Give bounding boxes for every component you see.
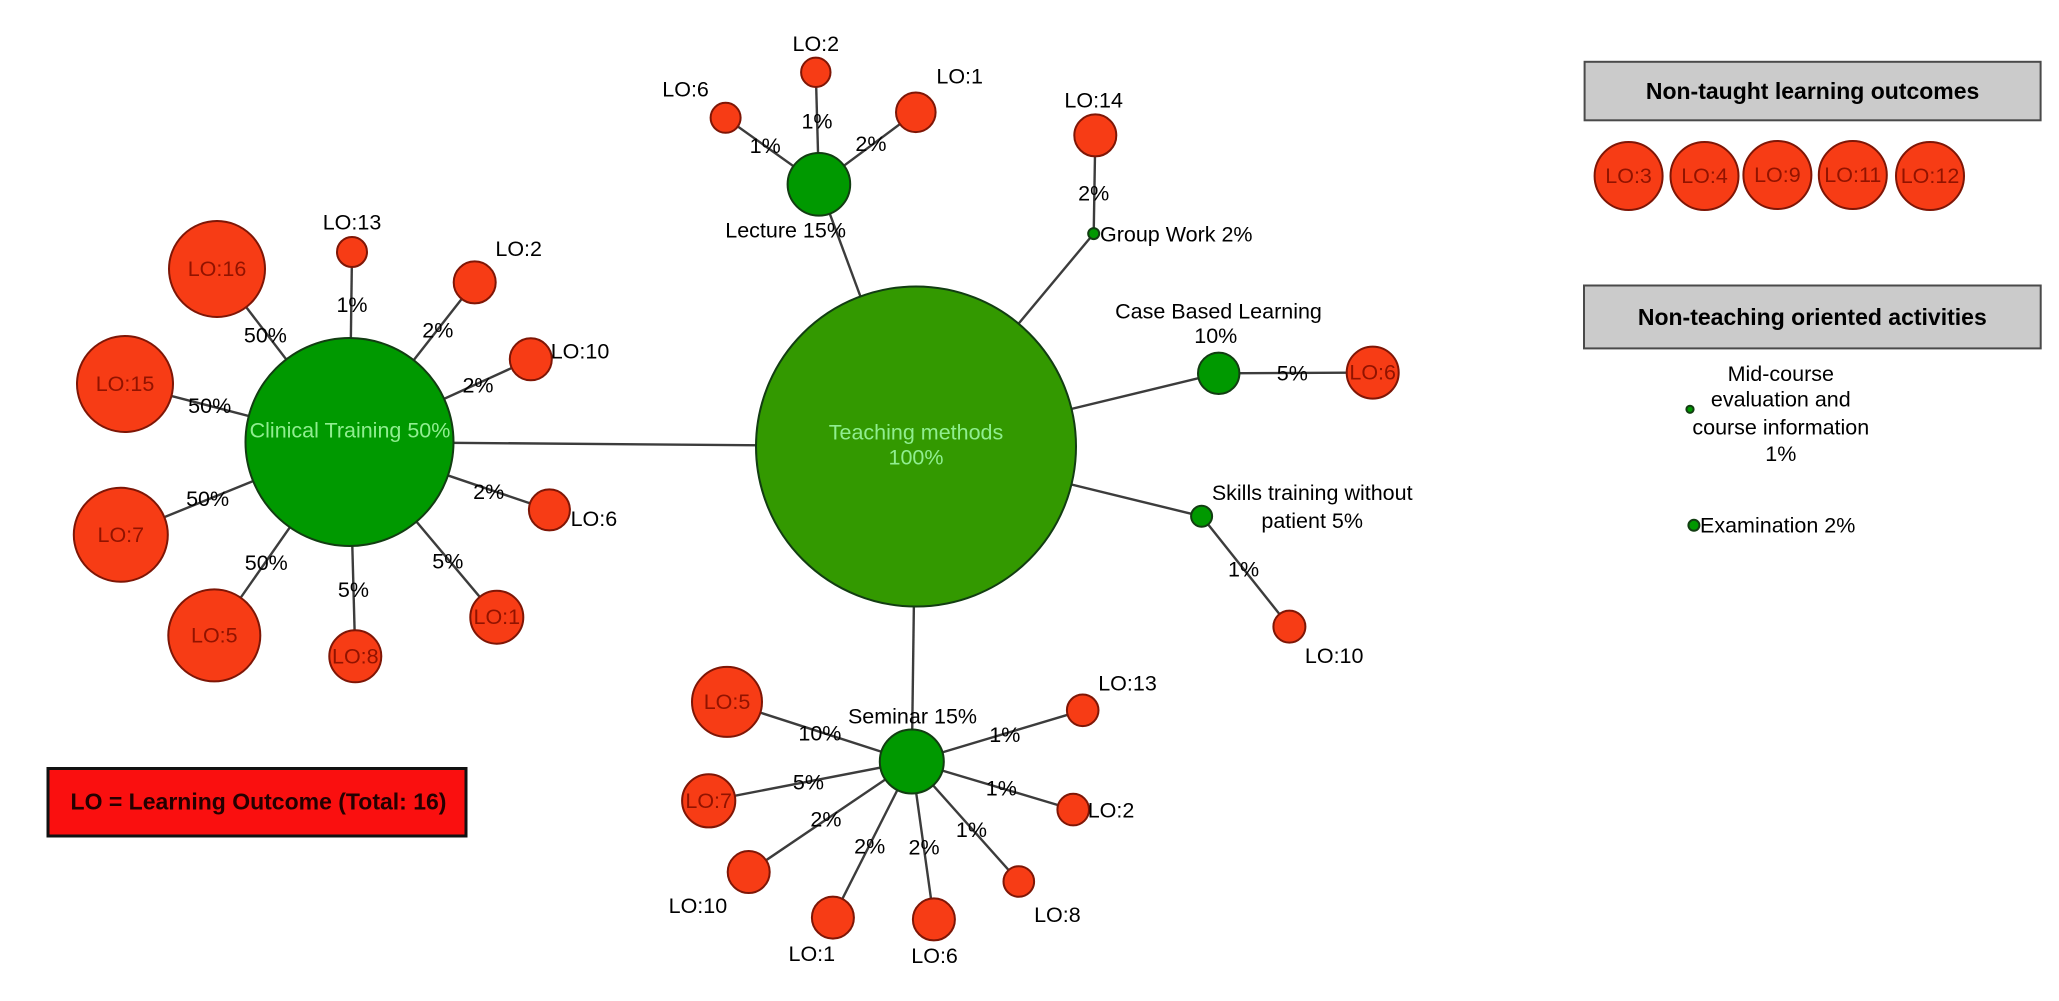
- svg-text:patient 5%: patient 5%: [1261, 509, 1363, 533]
- svg-text:2%: 2%: [854, 834, 885, 858]
- svg-text:50%: 50%: [188, 394, 231, 418]
- svg-text:LO:10: LO:10: [669, 894, 728, 918]
- svg-text:LO:11: LO:11: [1824, 163, 1881, 187]
- svg-text:LO:6: LO:6: [571, 507, 618, 531]
- svg-text:LO:15: LO:15: [96, 372, 155, 396]
- svg-text:LO = Learning Outcome (Total:: LO = Learning Outcome (Total: 16): [71, 789, 447, 815]
- svg-text:LO:1: LO:1: [788, 942, 835, 966]
- svg-text:LO:10: LO:10: [1305, 644, 1364, 668]
- svg-text:2%: 2%: [473, 480, 504, 504]
- svg-text:LO:1: LO:1: [936, 64, 983, 88]
- svg-text:LO:3: LO:3: [1605, 164, 1652, 188]
- svg-text:10%: 10%: [798, 722, 841, 746]
- svg-text:5%: 5%: [432, 549, 463, 573]
- svg-text:LO:2: LO:2: [792, 32, 839, 56]
- svg-text:LO:14: LO:14: [1064, 89, 1123, 113]
- svg-text:1%: 1%: [801, 110, 832, 134]
- svg-text:Clinical Training 50%: Clinical Training 50%: [250, 419, 451, 443]
- svg-text:Skills training without: Skills training without: [1212, 481, 1413, 505]
- svg-text:1%: 1%: [336, 293, 367, 317]
- svg-text:LO:8: LO:8: [332, 644, 379, 668]
- svg-text:LO:5: LO:5: [191, 623, 238, 647]
- svg-text:2%: 2%: [810, 807, 841, 831]
- svg-text:2%: 2%: [909, 836, 940, 860]
- svg-text:Group Work 2%: Group Work 2%: [1100, 222, 1253, 246]
- svg-text:LO:7: LO:7: [685, 789, 732, 813]
- svg-text:LO:16: LO:16: [188, 257, 247, 281]
- svg-text:1%: 1%: [1228, 558, 1259, 582]
- svg-text:10%: 10%: [1194, 324, 1237, 348]
- svg-text:1%: 1%: [956, 818, 987, 842]
- svg-text:LO:2: LO:2: [495, 237, 542, 261]
- svg-text:2%: 2%: [1078, 181, 1109, 205]
- svg-text:Non-teaching oriented activiti: Non-teaching oriented activities: [1638, 304, 1987, 330]
- svg-text:50%: 50%: [245, 551, 288, 575]
- svg-text:Seminar 15%: Seminar 15%: [848, 705, 977, 729]
- svg-text:1%: 1%: [986, 777, 1017, 801]
- svg-text:LO:8: LO:8: [1034, 903, 1081, 927]
- svg-text:5%: 5%: [338, 578, 369, 602]
- svg-text:LO:10: LO:10: [551, 340, 610, 364]
- svg-text:50%: 50%: [244, 324, 287, 348]
- svg-text:LO:6: LO:6: [1349, 361, 1396, 385]
- svg-text:Lecture 15%: Lecture 15%: [725, 219, 846, 243]
- svg-text:5%: 5%: [1277, 362, 1308, 386]
- svg-text:evaluation and: evaluation and: [1711, 387, 1851, 411]
- svg-text:Examination 2%: Examination 2%: [1700, 513, 1855, 537]
- svg-text:1%: 1%: [1765, 442, 1796, 466]
- svg-text:2%: 2%: [422, 318, 453, 342]
- svg-text:course information: course information: [1692, 415, 1869, 439]
- svg-text:50%: 50%: [186, 487, 229, 511]
- svg-text:Teaching methods: Teaching methods: [829, 421, 1004, 445]
- svg-text:LO:2: LO:2: [1088, 799, 1135, 823]
- svg-text:Non-taught learning outcomes: Non-taught learning outcomes: [1646, 78, 1980, 104]
- svg-text:5%: 5%: [793, 771, 824, 795]
- svg-text:LO:5: LO:5: [704, 690, 751, 714]
- svg-text:1%: 1%: [750, 134, 781, 158]
- svg-text:Mid-course: Mid-course: [1728, 362, 1834, 386]
- svg-text:LO:13: LO:13: [323, 211, 382, 235]
- svg-text:LO:12: LO:12: [1901, 164, 1960, 188]
- svg-text:100%: 100%: [889, 446, 944, 470]
- svg-text:2%: 2%: [462, 374, 493, 398]
- svg-text:LO:4: LO:4: [1681, 164, 1728, 188]
- svg-text:LO:13: LO:13: [1098, 671, 1157, 695]
- svg-text:2%: 2%: [855, 132, 886, 156]
- svg-text:LO:6: LO:6: [911, 944, 958, 968]
- svg-text:LO:7: LO:7: [97, 523, 144, 547]
- svg-text:Case Based Learning: Case Based Learning: [1115, 300, 1322, 324]
- svg-text:LO:1: LO:1: [473, 605, 520, 629]
- svg-text:LO:9: LO:9: [1754, 163, 1801, 187]
- svg-text:LO:6: LO:6: [662, 78, 709, 102]
- svg-text:1%: 1%: [989, 723, 1020, 747]
